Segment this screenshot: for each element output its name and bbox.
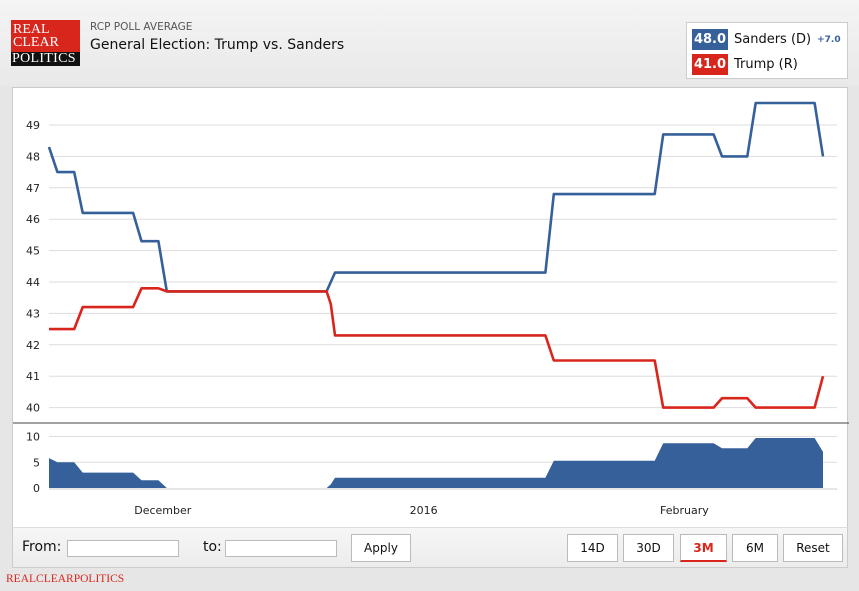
subtitle: RCP POLL AVERAGE [90,21,193,33]
y-tick-label: 48 [26,150,40,163]
sanders-line [47,101,825,293]
range-14d-button[interactable]: 14D [567,534,618,562]
footer-brand[interactable]: REALCLEARPOLITICS [6,573,125,585]
reset-button[interactable]: Reset [783,534,843,562]
rcp-logo[interactable]: REAL CLEAR POLITICS [11,20,80,66]
legend-item-sanders: 48.0 Sanders (D) +7.0 [692,29,841,50]
y-tick-label: 42 [26,339,40,352]
poll-chart: 40 41 42 43 44 45 46 47 48 49 0 5 10 December 2016 F… [13,101,849,517]
page-title: General Election: Trump vs. Sanders [90,37,345,53]
y-tick-label: 0 [33,482,40,495]
y-tick-label: 40 [26,402,40,415]
spread-area [49,438,823,488]
y-tick-label: 10 [26,431,40,444]
legend-value: 48.0 [692,29,728,50]
chart-panel: 40 41 42 43 44 45 46 47 48 49 0 5 10 December 2016 F… [12,87,849,568]
y-tick-label: 43 [26,307,40,320]
y-tick-label: 49 [26,119,40,132]
legend-name: Trump (R) [734,57,798,72]
from-date-input[interactable] [67,540,179,557]
y-tick-label: 47 [26,182,40,195]
to-date-input[interactable] [225,540,337,557]
range-3m-button[interactable]: 3M [680,534,727,562]
x-tick-label: 2016 [410,504,438,517]
logo-line: REAL [13,22,50,37]
logo-line: CLEAR [13,35,59,50]
legend-name: Sanders (D) [734,32,812,47]
from-label: From: [22,539,62,555]
x-tick-label: February [660,504,709,517]
spread-value: +7.0 [817,34,841,45]
x-tick-label: December [134,504,192,517]
range-30d-button[interactable]: 30D [623,534,674,562]
y-tick-label: 41 [26,370,40,383]
y-tick-label: 44 [26,276,40,289]
controls-bar: From: to: Apply 14D 30D 3M 6M Reset [12,527,848,568]
y-tick-label: 46 [26,213,40,226]
legend-item-trump: 41.0 Trump (R) [692,54,798,75]
header: REAL CLEAR POLITICS RCP POLL AVERAGE Gen… [0,0,859,86]
to-label: to: [203,539,222,555]
apply-button[interactable]: Apply [351,534,411,562]
legend-value: 41.0 [692,54,728,75]
range-6m-button[interactable]: 6M [732,534,778,562]
logo-line: POLITICS [11,52,80,66]
legend: 48.0 Sanders (D) +7.0 41.0 Trump (R) [686,22,848,79]
y-tick-label: 5 [33,456,40,469]
y-tick-label: 45 [26,245,40,258]
trump-line [49,287,825,409]
